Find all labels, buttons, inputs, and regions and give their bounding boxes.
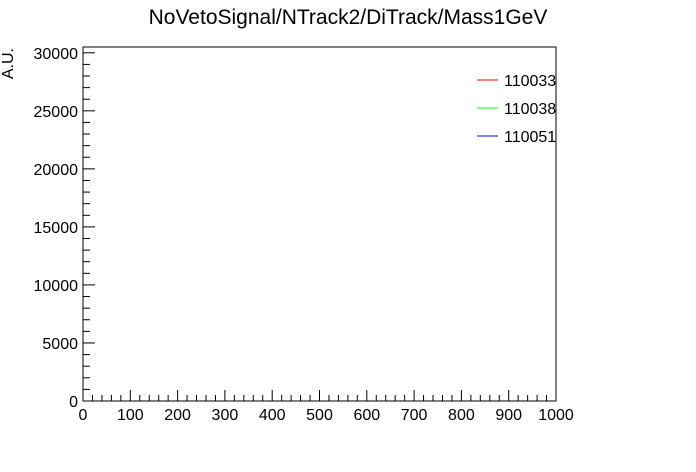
x-tick-label: 1000 [538, 407, 574, 424]
x-axis: 0 100 200 300 400 500 600 700 800 900 1000 [79, 390, 574, 424]
plot-frame [82, 46, 557, 402]
x-tick-label: 600 [353, 407, 380, 424]
x-tick-label: 200 [164, 407, 191, 424]
chart-title: NoVetoSignal/NTrack2/DiTrack/Mass1GeV [149, 6, 548, 29]
y-tick-label: 30000 [34, 46, 79, 63]
y-axis-title: A.U. [0, 48, 17, 79]
x-tick-label: 0 [79, 407, 88, 424]
y-axis: 0 5000 10000 15000 20000 25000 30000 [34, 46, 95, 411]
y-tick-label: 5000 [42, 336, 78, 353]
x-tick-label: 400 [259, 407, 286, 424]
x-tick-label: 100 [117, 407, 144, 424]
y-tick-label: 10000 [34, 278, 79, 295]
legend-label: 110051 [504, 129, 556, 146]
x-tick-label: 500 [306, 407, 333, 424]
x-tick-label: 800 [448, 407, 475, 424]
x-tick-label: 700 [401, 407, 428, 424]
legend: 110033 110038 110051 [477, 73, 556, 146]
y-tick-label: 25000 [34, 104, 79, 121]
x-tick-label: 900 [495, 407, 522, 424]
legend-label: 110033 [504, 73, 556, 90]
x-tick-label: 300 [212, 407, 239, 424]
y-tick-label: 20000 [34, 162, 79, 179]
legend-label: 110038 [504, 101, 556, 118]
y-tick-label: 15000 [34, 220, 79, 237]
y-tick-label: 0 [69, 394, 78, 411]
